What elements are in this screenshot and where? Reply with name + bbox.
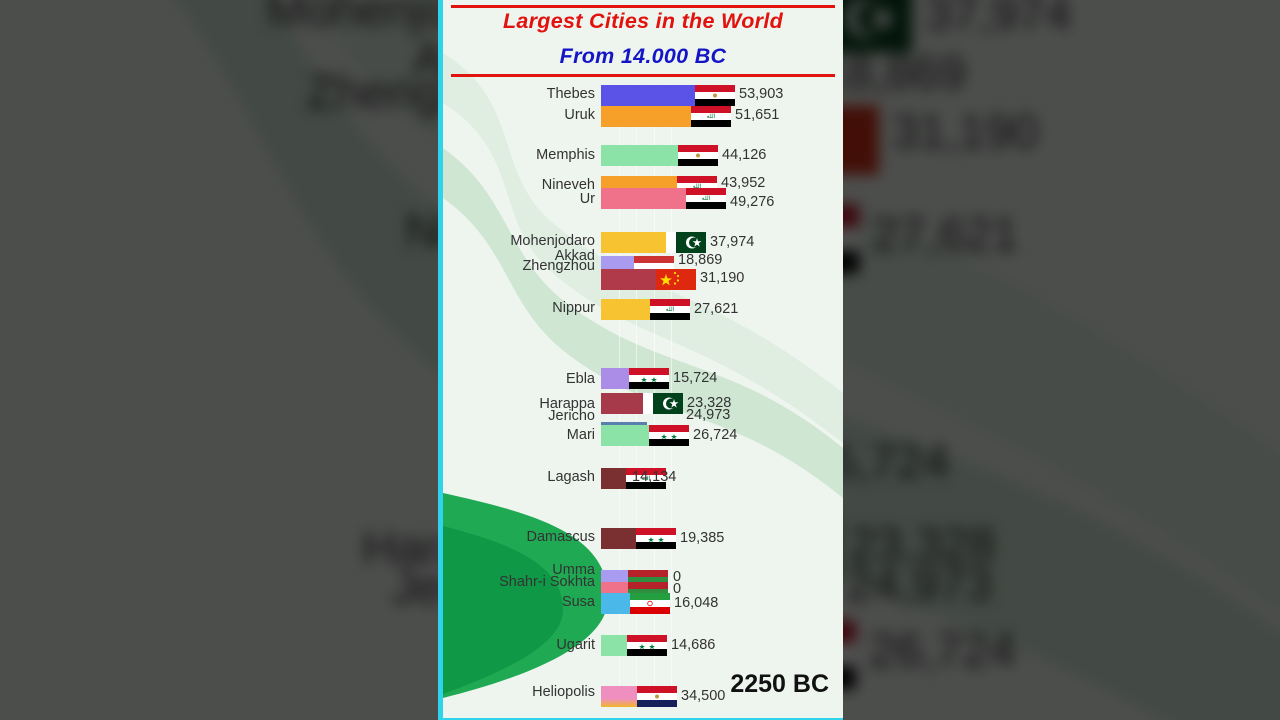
svg-text:الله: الله: [702, 195, 711, 202]
svg-text:الله: الله: [666, 306, 675, 313]
svg-text:الله: الله: [707, 113, 716, 120]
